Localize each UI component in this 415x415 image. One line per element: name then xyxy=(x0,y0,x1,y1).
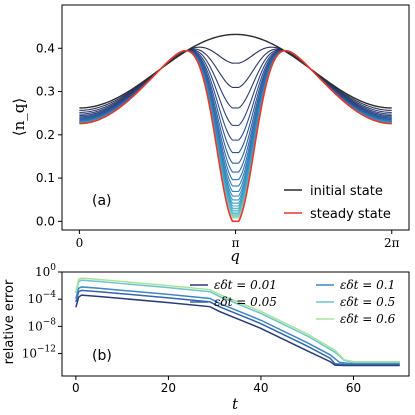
legend-label-initial: initial state xyxy=(310,184,383,199)
panel-b-tag: (b) xyxy=(92,348,112,364)
error-curve-4 xyxy=(75,277,400,363)
panel-b-legend: εδt = 0.01 εδt = 0.05 εδt = 0.1 εδt = 0.5 εδ… xyxy=(190,278,396,326)
b-ytick-label-3: 10−12 xyxy=(22,345,56,361)
b-legend-label-0: εδt = 0.01 xyxy=(214,278,277,292)
error-curve-0 xyxy=(75,294,400,367)
b-xtick-label-1: 20 xyxy=(161,381,176,395)
panel-a-x-ticks: 0 π 2π xyxy=(76,230,400,250)
panel-a-y-label-text: ⟨n_q⟩ xyxy=(10,98,28,136)
b-ytick-label-2: 10−8 xyxy=(27,317,56,333)
panel-b-x-ticks: 0 20 40 60 xyxy=(72,376,361,395)
b-xtick-label-3: 60 xyxy=(346,381,361,395)
a-ytick-label-1: 0.1 xyxy=(36,171,55,185)
evolution-curve-10 xyxy=(79,50,392,187)
evolution-curve-12 xyxy=(79,50,392,197)
evolution-curve-9 xyxy=(79,50,392,181)
a-xtick-label-1: π xyxy=(232,236,240,250)
a-ytick-label-4: 0.4 xyxy=(36,41,55,55)
panel-b-frame xyxy=(61,271,410,377)
a-ytick-label-3: 0.3 xyxy=(36,85,55,99)
panel-a-tag: (a) xyxy=(92,193,112,209)
error-curve-2 xyxy=(75,286,400,365)
panel-a-curves xyxy=(79,33,392,223)
panel-b-x-label: t xyxy=(232,395,239,413)
b-xtick-label-0: 0 xyxy=(72,381,80,395)
evolution-curve-11 xyxy=(79,50,392,193)
panel-a-legend: initial state steady state xyxy=(284,184,391,222)
b-ytick-label-1: 10−4 xyxy=(27,290,56,306)
evolution-curve-4 xyxy=(79,49,392,126)
panel-b-y-ticks: 100 10−4 10−8 10−12 xyxy=(22,263,62,361)
initial-state-curve xyxy=(79,33,392,109)
a-xtick-label-0: 0 xyxy=(76,236,84,250)
svg-text:⟨n_q⟩: ⟨n_q⟩ xyxy=(10,98,28,136)
evolution-curve-15 xyxy=(79,50,392,207)
panel-a-y-ticks: 0.0 0.1 0.2 0.3 0.4 xyxy=(36,41,62,228)
evolution-curve-8 xyxy=(79,50,392,173)
b-xtick-label-2: 40 xyxy=(253,381,268,395)
a-xtick-label-2: 2π xyxy=(384,236,400,250)
b-legend-label-1: εδt = 0.05 xyxy=(214,295,277,309)
a-ytick-label-2: 0.2 xyxy=(36,128,55,142)
b-ytick-label-0: 100 xyxy=(35,263,56,279)
b-legend-label-3: εδt = 0.5 xyxy=(340,295,395,309)
panel-a: 0 π 2π 0.0 0.1 0.2 0.3 0.4 q ⟨n_q⟩ (a) initial… xyxy=(10,4,410,265)
a-ytick-label-0: 0.0 xyxy=(36,214,55,228)
error-curve-1 xyxy=(75,289,400,366)
panel-a-y-label: ⟨n_q⟩ xyxy=(10,98,28,136)
evolution-curve-7 xyxy=(79,50,392,164)
panel-b: 0 20 40 60 100 10−4 10−8 10−12 t relative erro… xyxy=(2,263,410,413)
b-legend-label-2: εδt = 0.1 xyxy=(340,278,395,292)
steady-state-curve xyxy=(79,49,392,223)
evolution-curve-14 xyxy=(79,50,392,204)
evolution-curve-1 xyxy=(79,46,392,111)
b-legend-label-4: εδt = 0.6 xyxy=(340,312,396,326)
evolution-curve-3 xyxy=(79,49,392,115)
panel-b-curves xyxy=(75,277,400,367)
legend-label-steady: steady state xyxy=(310,207,391,222)
evolution-curve-2 xyxy=(79,48,392,113)
panel-b-y-label: relative error xyxy=(2,279,17,364)
panel-a-x-label: q xyxy=(230,247,240,265)
